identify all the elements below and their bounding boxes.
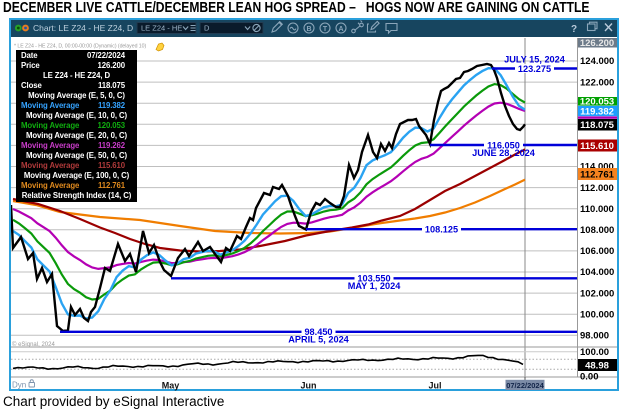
svg-text:106.000: 106.000 [580,246,614,257]
svg-text:Dyn: Dyn [12,381,26,390]
svg-text:LE Z24 - HE: LE Z24 - HE [141,24,182,33]
svg-text:114.000: 114.000 [580,162,614,173]
svg-text:JULY 15, 2024: JULY 15, 2024 [504,54,566,64]
svg-text:0.00: 0.00 [580,372,599,383]
svg-text:T: T [323,26,328,33]
svg-text:110.000: 110.000 [580,204,614,215]
svg-text:126.200: 126.200 [580,38,614,49]
svg-text:108.000: 108.000 [580,225,614,236]
svg-text:D: D [204,24,210,33]
svg-text:© eSignal, 2024: © eSignal, 2024 [12,341,55,348]
svg-text:48.98: 48.98 [585,360,609,371]
svg-text:124.000: 124.000 [580,56,614,67]
svg-text:100.000: 100.000 [580,309,614,320]
svg-text:122.000: 122.000 [580,77,614,88]
svg-text:102.000: 102.000 [580,288,614,299]
svg-text:Jul: Jul [428,381,441,391]
svg-text:Chart: LE Z24 - HE Z24, D: Chart: LE Z24 - HE Z24, D [33,23,133,33]
svg-text:119.382: 119.382 [580,106,614,117]
svg-text:07/22/2024: 07/22/2024 [506,381,544,390]
svg-text:APRIL 5, 2024: APRIL 5, 2024 [288,335,349,345]
svg-text:A: A [338,26,343,33]
svg-text:108.125: 108.125 [425,225,458,235]
svg-text:98.000: 98.000 [580,331,609,342]
svg-text:123.275: 123.275 [518,64,551,74]
svg-text:B: B [306,26,311,33]
svg-text:?: ? [571,24,577,35]
svg-text:112.000: 112.000 [580,183,614,194]
svg-text:104.000: 104.000 [580,267,614,278]
svg-text:118.075: 118.075 [580,120,615,131]
svg-text:May: May [162,381,180,391]
svg-text:* LE Z24 - HE Z24, D, 00:00-00: * LE Z24 - HE Z24, D, 00:00-00:00 (Dynam… [14,44,146,50]
svg-text:MAY 1, 2024: MAY 1, 2024 [348,281,402,291]
svg-text:116.050: 116.050 [487,140,520,150]
svg-text:Jun: Jun [300,381,316,391]
svg-text:100.00: 100.00 [580,347,609,358]
svg-text:JUNE 28, 2024: JUNE 28, 2024 [472,148,536,158]
svg-text:103.550: 103.550 [357,274,390,284]
svg-text:112.761: 112.761 [580,169,615,180]
svg-text:120.053: 120.053 [580,97,614,108]
svg-text:98.450: 98.450 [304,327,332,337]
svg-text:115.610: 115.610 [580,141,614,152]
